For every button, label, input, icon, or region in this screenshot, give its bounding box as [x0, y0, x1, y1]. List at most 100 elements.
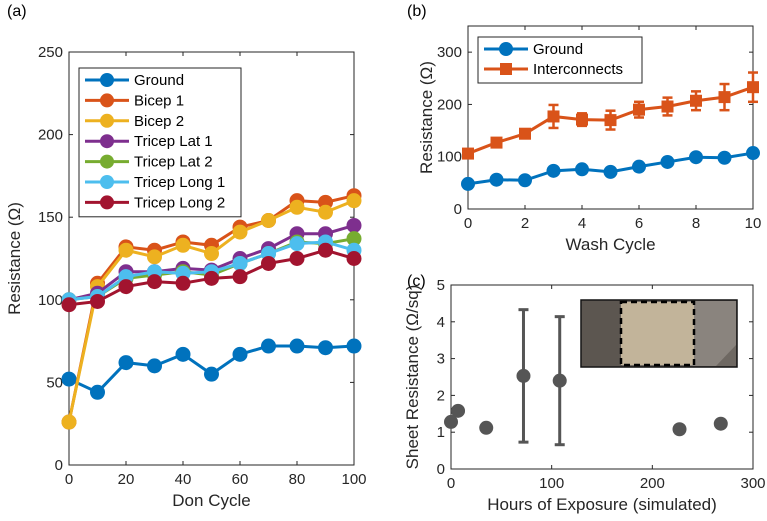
data-point [261, 255, 276, 271]
data-point [175, 275, 191, 291]
data-point [444, 414, 458, 429]
x-tick-label: 0 [65, 471, 73, 488]
data-point [690, 94, 702, 107]
data-point [747, 81, 759, 94]
data-point [661, 100, 674, 113]
data-point [346, 217, 362, 233]
data-point [346, 338, 362, 354]
y-tick-label: 250 [38, 44, 63, 61]
x-tick-label: 80 [289, 471, 306, 488]
x-axis-label: Hours of Exposure (simulated) [487, 495, 717, 514]
series-tricep-long-2 [61, 242, 362, 313]
legend-entry: Ground [134, 72, 184, 89]
legend: Ground Bicep 1 Bicep 2 Tricep Lat 1 Tricep L… [78, 67, 242, 218]
x-tick-label: 0 [464, 215, 472, 232]
legend-marker [499, 42, 513, 56]
data-point [713, 416, 728, 431]
legend-marker [100, 134, 114, 149]
x-tick-label: 200 [640, 475, 665, 492]
x-tick-label: 0 [447, 475, 455, 492]
data-point [462, 147, 474, 160]
y-axis-label: Resistance (Ω) [417, 61, 436, 174]
data-point [318, 242, 333, 258]
data-point [632, 159, 646, 174]
scatter-series [444, 308, 728, 447]
y-tick-label: 100 [38, 292, 63, 309]
data-point [118, 355, 134, 371]
legend-entry: Bicep 2 [134, 113, 184, 130]
data-point [717, 150, 732, 165]
y-tick-label: 300 [437, 44, 462, 61]
legend-entry: Bicep 1 [134, 92, 184, 109]
series-bicep-2 [61, 193, 362, 430]
data-point [318, 340, 333, 356]
data-point [232, 346, 248, 362]
x-tick-label: 300 [740, 475, 765, 492]
series-interconnects [462, 71, 759, 160]
y-tick-label: 3 [437, 351, 445, 368]
data-point [90, 293, 105, 309]
x-tick-label: 2 [521, 215, 529, 232]
data-point [232, 269, 248, 285]
data-point [461, 176, 475, 191]
y-tick-label: 0 [55, 457, 63, 474]
data-point [518, 173, 532, 188]
x-tick-label: 8 [692, 215, 700, 232]
y-tick-label: 2 [437, 387, 445, 404]
y-tick-label: 0 [454, 201, 462, 218]
y-tick-label: 5 [437, 277, 445, 294]
fabric-sample [621, 302, 694, 365]
data-point [660, 154, 675, 169]
x-tick-label: 20 [118, 471, 135, 488]
y-tick-label: 150 [38, 209, 63, 226]
y-axis-label: Sheet Resistance (Ω/sq) [403, 285, 422, 470]
data-point [175, 237, 191, 253]
y-tick-label: 1 [437, 424, 445, 441]
data-point [575, 162, 589, 177]
data-point [489, 172, 504, 187]
y-tick-label: 4 [437, 314, 445, 331]
data-point [232, 224, 248, 240]
x-axis-label: Don Cycle [172, 491, 250, 510]
data-point [718, 91, 731, 104]
legend-entry: Interconnects [533, 61, 623, 78]
legend-entry: Tricep Long 2 [134, 194, 225, 211]
y-tick-label: 200 [38, 127, 63, 144]
data-point [118, 279, 134, 295]
data-point [490, 136, 503, 149]
data-point [346, 193, 362, 209]
legend-entry: Tricep Long 1 [134, 174, 225, 191]
data-point [289, 338, 305, 354]
fabric-right [688, 301, 736, 366]
legend-entry: Ground [533, 41, 583, 58]
x-tick-label: 60 [232, 471, 249, 488]
data-point [147, 249, 162, 265]
y-tick-label: 200 [437, 96, 462, 113]
legend-marker [100, 113, 114, 128]
x-tick-label: 100 [539, 475, 564, 492]
series-ground [461, 146, 760, 191]
data-point [204, 366, 219, 382]
x-tick-label: 10 [745, 215, 762, 232]
data-point [604, 114, 617, 127]
fabric-left [582, 301, 622, 366]
data-point [633, 103, 645, 116]
legend: Ground Interconnects [477, 36, 643, 84]
x-tick-label: 6 [635, 215, 643, 232]
legend-marker [100, 154, 114, 169]
data-point [261, 338, 276, 354]
panel-c: (c) 0 100 200 300 0 1 2 3 4 5 Hours of Exposure (si… [403, 273, 766, 514]
data-point [451, 403, 466, 418]
legend-entry: Tricep Lat 2 [134, 154, 213, 171]
data-point [61, 371, 77, 387]
data-point [61, 297, 77, 313]
data-point [576, 113, 588, 126]
data-point [547, 110, 560, 123]
legend-entry: Tricep Lat 1 [134, 133, 213, 150]
data-point [289, 236, 305, 252]
legend-marker [100, 175, 114, 189]
data-point [746, 146, 760, 161]
legend-marker [100, 93, 114, 108]
x-tick-label: 4 [578, 215, 586, 232]
